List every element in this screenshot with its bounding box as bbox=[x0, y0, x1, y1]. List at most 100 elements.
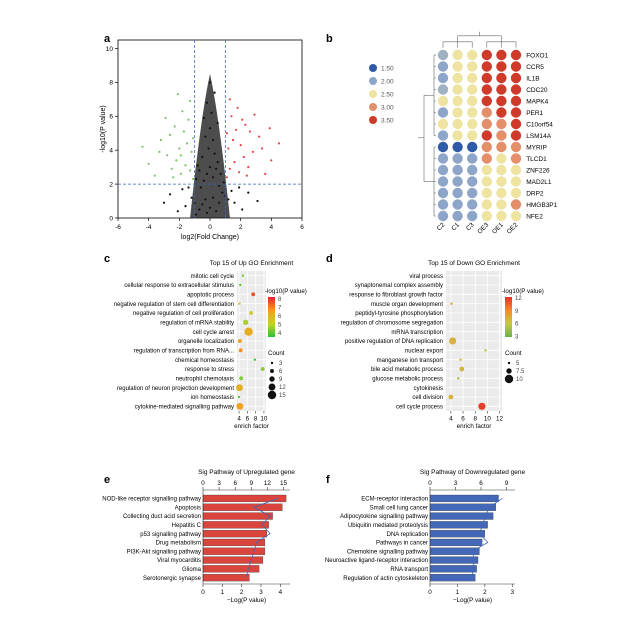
point-up bbox=[244, 123, 247, 126]
point-down bbox=[166, 154, 169, 157]
pathway-bar bbox=[202, 503, 283, 511]
heatmap-cell bbox=[496, 164, 507, 176]
color-legend-label: 9 bbox=[515, 309, 519, 315]
point-ns bbox=[181, 188, 184, 191]
pathway-bar bbox=[202, 494, 287, 503]
term-label: muscle organ development bbox=[371, 302, 443, 308]
heatmap-cell bbox=[496, 107, 507, 118]
pathway-bar bbox=[429, 494, 499, 503]
top-axis-tick-label: 3 bbox=[454, 480, 458, 487]
point-down bbox=[176, 93, 179, 96]
heatmap-cell bbox=[452, 130, 463, 141]
point-down bbox=[185, 142, 189, 145]
point-up bbox=[253, 113, 256, 116]
gene-count-line bbox=[472, 498, 503, 578]
panel-label-a: a bbox=[104, 33, 111, 45]
x-tick-label: 6 bbox=[461, 416, 465, 423]
point-ns bbox=[184, 205, 187, 208]
heatmap-cell bbox=[496, 141, 507, 153]
legend-label: 3.50 bbox=[381, 117, 394, 124]
pathway-label: Hepatitis C bbox=[172, 523, 202, 529]
x-tick-label: -2 bbox=[176, 224, 182, 231]
pathway-label: Serotonergic synapse bbox=[143, 576, 202, 582]
point-up bbox=[251, 150, 254, 153]
heatmap-cell bbox=[437, 153, 449, 164]
chart-title: Top 15 of Down GO Enrichment bbox=[428, 260, 520, 267]
point-down bbox=[153, 174, 156, 177]
term-label: apoptotic process bbox=[187, 293, 234, 299]
y-tick-label: 6 bbox=[109, 114, 113, 121]
pathway-label: PI3K-Akt signalling pathway bbox=[127, 549, 201, 555]
heatmap-cell bbox=[437, 130, 449, 141]
panel-label-f: f bbox=[326, 474, 330, 486]
term-label: response to stress bbox=[185, 367, 234, 373]
point-ns bbox=[241, 208, 244, 211]
enrichment-bubble bbox=[459, 366, 465, 372]
column-label: C2 bbox=[436, 221, 447, 232]
heatmap-cell bbox=[452, 164, 463, 176]
point-ns bbox=[219, 172, 222, 175]
legend-label: 2.50 bbox=[381, 91, 394, 98]
pathway-label: Chemokine signalling pathway bbox=[347, 549, 428, 555]
row-dendrogram bbox=[418, 54, 436, 217]
color-legend-label: 6 bbox=[278, 314, 282, 320]
term-label: organelle localization bbox=[178, 339, 234, 345]
top-axis-tick-label: 6 bbox=[233, 480, 237, 487]
point-up bbox=[231, 138, 235, 142]
point-down bbox=[173, 125, 176, 128]
y-tick-label: 0 bbox=[109, 215, 113, 222]
heatmap-cell bbox=[481, 153, 492, 164]
point-ns bbox=[227, 198, 230, 201]
pathway-label: Adipocytokine signalling pathway bbox=[340, 514, 428, 520]
legend-swatch bbox=[369, 90, 377, 98]
point-ns bbox=[208, 166, 212, 169]
x-tick-label: 10 bbox=[260, 416, 268, 423]
point-up bbox=[247, 166, 250, 169]
heatmap-cell bbox=[481, 199, 492, 210]
heatmap-cell bbox=[481, 164, 492, 176]
heatmap-cell bbox=[496, 176, 507, 187]
size-legend-swatch bbox=[504, 374, 514, 384]
heatmap-cell bbox=[452, 210, 463, 222]
heatmap-cell bbox=[437, 84, 449, 95]
heatmap-cell bbox=[437, 49, 449, 61]
heatmap-cell bbox=[510, 164, 522, 176]
heatmap-cell bbox=[467, 153, 478, 164]
x-axis-label: −Log(P value) bbox=[453, 597, 492, 604]
row-label: MAPK4 bbox=[526, 98, 548, 105]
heatmap-cell bbox=[467, 164, 478, 176]
legend-swatch bbox=[369, 64, 377, 72]
heatmap-cell bbox=[437, 118, 449, 130]
point-ns bbox=[198, 169, 201, 172]
point-ns bbox=[218, 184, 221, 187]
point-up bbox=[239, 144, 242, 147]
point-ns bbox=[199, 186, 202, 189]
top-axis-tick-label: 9 bbox=[505, 480, 509, 487]
heatmap-cell bbox=[467, 95, 478, 107]
enrichment-bubble bbox=[478, 402, 486, 410]
term-label: synaptonemal complex assembly bbox=[355, 283, 443, 289]
x-axis-label: enrich factor bbox=[457, 423, 492, 430]
heatmap-cell bbox=[510, 49, 522, 61]
size-legend-label: 6 bbox=[279, 369, 283, 375]
point-ns bbox=[201, 155, 204, 159]
point-ns bbox=[233, 201, 236, 204]
point-ns bbox=[205, 101, 208, 104]
term-label: cell division bbox=[412, 395, 443, 401]
row-label: FOXO1 bbox=[526, 52, 548, 59]
heatmap-cell bbox=[452, 61, 463, 72]
point-down bbox=[190, 150, 193, 153]
heatmap-cell bbox=[496, 210, 507, 222]
enrichment-bubble bbox=[237, 395, 241, 399]
heatmap-cell bbox=[467, 199, 478, 210]
size-legend-label: 15 bbox=[279, 393, 286, 399]
column-label: C1 bbox=[450, 221, 461, 232]
pathway-label: Apoptosis bbox=[175, 505, 201, 511]
point-down bbox=[141, 145, 144, 148]
pathway-bar bbox=[429, 521, 488, 529]
pathway-label: Neuroactive ligand-receptor interaction bbox=[325, 558, 428, 564]
heatmap-cell bbox=[481, 130, 492, 141]
color-legend-title: -log10(P value) bbox=[502, 288, 544, 295]
x-tick-label: -4 bbox=[146, 224, 152, 231]
point-down bbox=[164, 116, 167, 120]
